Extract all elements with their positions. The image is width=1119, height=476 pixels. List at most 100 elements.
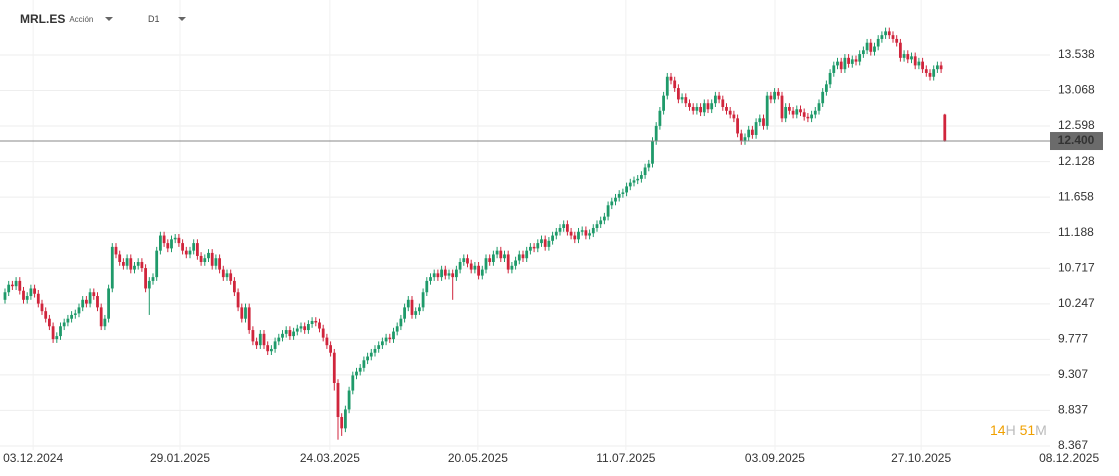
- candle-body: [343, 409, 347, 429]
- candle-body: [562, 224, 566, 228]
- candle-body: [799, 109, 802, 113]
- candle-body: [247, 307, 251, 331]
- candle-body: [503, 254, 506, 259]
- candle-body: [417, 307, 421, 312]
- candle-body: [377, 345, 381, 349]
- candle-body: [70, 314, 73, 319]
- candle-body: [684, 97, 688, 104]
- candle-body: [525, 250, 529, 259]
- candle-body: [125, 258, 129, 266]
- candle-body: [636, 178, 640, 181]
- candle-body: [573, 235, 577, 240]
- candle-body: [639, 175, 643, 179]
- candle-body: [380, 341, 384, 346]
- candle-body: [906, 54, 910, 60]
- candle-body: [861, 50, 865, 55]
- timeframe: D1: [148, 14, 160, 24]
- candle-body: [536, 243, 540, 249]
- candle-body: [388, 337, 392, 340]
- candle-body: [369, 352, 373, 357]
- candle-body: [732, 114, 736, 119]
- candle-body: [392, 331, 395, 340]
- candle-body: [836, 61, 839, 66]
- candle-body: [651, 141, 654, 164]
- symbol-selector[interactable]: MRL.ES Acción: [20, 10, 114, 28]
- candle-body: [414, 311, 418, 315]
- last-price-label: 12.400: [1058, 133, 1095, 147]
- candle-body: [817, 103, 821, 111]
- candle-body: [425, 280, 429, 293]
- candle-body: [773, 91, 776, 100]
- candle-body: [514, 260, 517, 266]
- x-tick-label: 08.12.2025: [1039, 451, 1099, 465]
- candle-body: [695, 106, 699, 111]
- candle-body: [366, 356, 369, 361]
- candle-body: [610, 201, 614, 206]
- candle-body: [528, 246, 532, 251]
- y-tick-label: 11.188: [1058, 225, 1094, 239]
- dropdown-caret[interactable]: [105, 17, 114, 21]
- x-tick-label: 24.03.2025: [300, 451, 360, 465]
- candle-body: [144, 268, 147, 289]
- candle-body: [214, 258, 218, 266]
- candle-body: [828, 72, 832, 85]
- candle-body: [602, 216, 606, 221]
- candle-body: [473, 265, 477, 270]
- candle-body: [462, 258, 466, 263]
- countdown-hours: 14: [990, 422, 1006, 438]
- candle-body: [543, 239, 547, 247]
- candle-body: [133, 265, 136, 270]
- x-tick-label: 11.07.2025: [596, 451, 655, 465]
- candle-body: [521, 254, 525, 259]
- candle-body: [688, 103, 691, 107]
- candle-body: [928, 72, 932, 77]
- candle-body: [158, 235, 162, 251]
- candle-body: [902, 54, 906, 58]
- timeframe-selector[interactable]: D1: [148, 10, 186, 28]
- candle-body: [55, 336, 59, 340]
- candle-body: [891, 35, 895, 39]
- candle-body: [14, 280, 18, 287]
- candle-body: [932, 69, 936, 77]
- countdown-hours-unit: H: [1005, 422, 1016, 438]
- candle-body: [103, 318, 107, 327]
- candle-body: [669, 76, 673, 81]
- candle-body: [88, 292, 92, 304]
- candle-body: [791, 110, 795, 115]
- candle-body: [547, 240, 551, 247]
- dropdown-caret[interactable]: [177, 17, 186, 21]
- candle-body: [25, 296, 29, 300]
- candle-body: [303, 326, 307, 331]
- candle-body: [195, 243, 199, 256]
- candle-body: [754, 122, 758, 135]
- candle-body: [269, 348, 273, 352]
- candle-body: [517, 254, 521, 261]
- candle-body: [776, 91, 780, 96]
- candle-body: [728, 110, 732, 115]
- candle-body: [880, 35, 884, 39]
- candle-body: [273, 341, 277, 349]
- candle-body: [606, 205, 610, 217]
- candle-body: [218, 258, 221, 270]
- asset-type: Acción: [69, 14, 94, 24]
- candle-body: [887, 31, 891, 36]
- candle-body: [806, 116, 810, 119]
- candle-body: [107, 288, 110, 319]
- candle-body: [917, 61, 921, 66]
- candle-body: [499, 250, 503, 259]
- candle-body: [873, 46, 876, 52]
- candle-body: [399, 318, 403, 327]
- candle-body: [706, 103, 710, 110]
- candle-body: [780, 95, 784, 119]
- candle-body: [221, 269, 225, 278]
- candle-body: [939, 65, 943, 70]
- candle-body: [713, 95, 717, 104]
- y-tick-label: 12.128: [1058, 154, 1095, 168]
- candle-body: [406, 299, 410, 308]
- candle-body: [299, 326, 303, 329]
- candle-body: [336, 382, 340, 418]
- candle-body: [739, 133, 743, 142]
- candle-body: [318, 322, 321, 329]
- candle-body: [258, 333, 262, 346]
